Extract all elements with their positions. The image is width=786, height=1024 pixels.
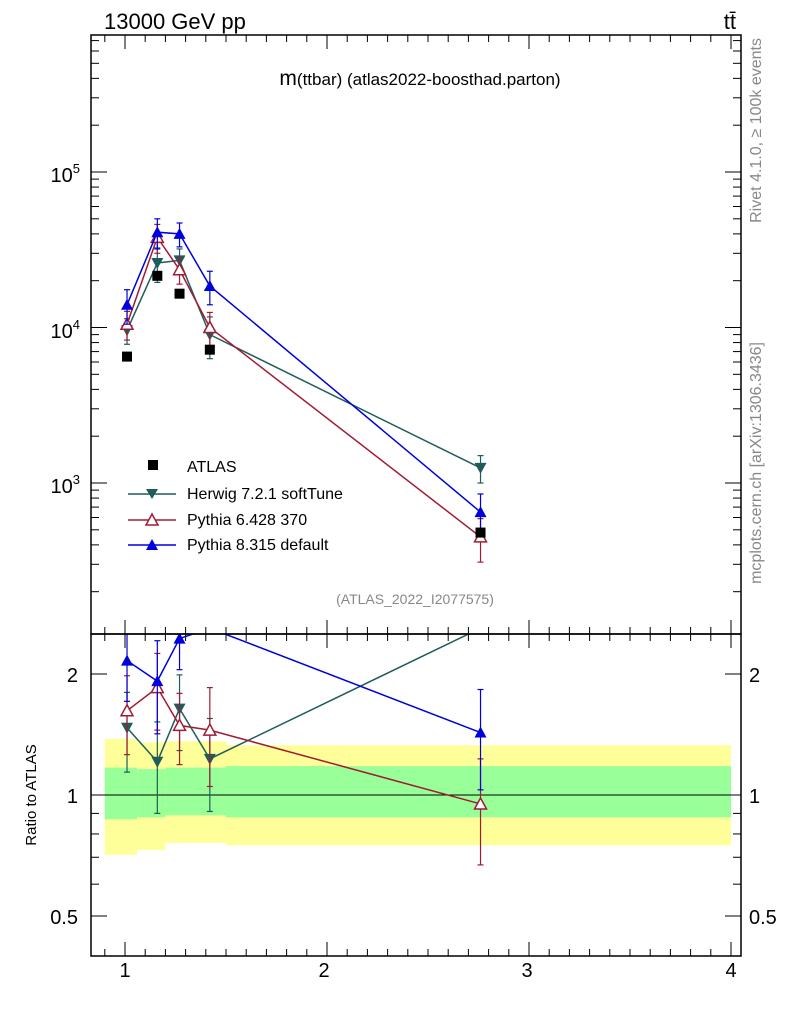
ratio-y-tick-1-left: 1 (67, 786, 78, 808)
y-tick-label-1e3-base: 10 (51, 476, 73, 498)
ratio-ticks (91, 634, 741, 956)
series-herwig (121, 247, 487, 484)
y-tick-label-1e4-base: 10 (51, 321, 73, 343)
legend-herwig-marker (146, 489, 158, 499)
legend-atlas-label: ATLAS (187, 459, 237, 476)
header-right: tt̄ (724, 9, 736, 34)
data-point-pythia6 (202, 319, 218, 334)
analysis-id: (ATLAS_2022_I2077575) (336, 591, 494, 607)
ratio-point-pythia8 (173, 634, 186, 644)
ratio-point-pythia8 (121, 654, 134, 666)
ratio-point-herwig (151, 756, 164, 768)
ratio-series (119, 634, 488, 866)
ratio-band-inner (104, 767, 138, 820)
data-point-pythia8 (203, 279, 216, 291)
ratio-band-inner (137, 769, 166, 818)
legend-pythia8-label: Pythia 8.315 default (187, 537, 329, 554)
data-point-atlas (475, 527, 486, 538)
series-pythia8 (121, 218, 487, 538)
data-point-atlas (122, 351, 133, 362)
ratio-series-clipped (119, 634, 488, 866)
data-point-pythia6 (172, 262, 187, 276)
legend: ATLAS Herwig 7.2.1 softTune Pythia 6.428… (128, 459, 343, 554)
ratio-bands (104, 738, 731, 855)
data-point-atlas (174, 288, 185, 299)
main-ticks (91, 35, 741, 634)
x-tick-label-1: 1 (119, 960, 130, 982)
ratio-frame (90, 633, 742, 957)
plot-title: m(ttbar) (atlas2022-boosthad.parton) (279, 67, 560, 90)
data-point-atlas (204, 344, 215, 355)
x-tick-label-3: 3 (521, 960, 532, 982)
ratio-y-tick-05-right: 0.5 (749, 907, 777, 929)
y-tick-label-1e3: 103 (51, 472, 80, 498)
data-point-pythia8 (151, 226, 164, 238)
header-left: 13000 GeV pp (104, 9, 246, 34)
ratio-point-pythia6 (119, 703, 135, 717)
x-tick-label-4: 4 (725, 960, 736, 982)
ratio-point-pythia8 (151, 675, 164, 687)
data-point-pythia8 (474, 506, 487, 518)
plot-title-sub: (ttbar) (atlas2022-boosthad.parton) (297, 70, 561, 89)
ratio-y-tick-2-left: 2 (67, 665, 78, 687)
ratio-series-pythia8 (121, 634, 487, 791)
ratio-point-pythia8 (474, 726, 487, 738)
y-tick-label-1e5-exp: 5 (73, 161, 80, 176)
data-point-pythia8 (121, 298, 134, 310)
main-series (119, 218, 488, 563)
y-tick-label-1e4: 104 (51, 317, 80, 343)
x-tick-label-2: 2 (318, 960, 329, 982)
rivet-label: Rivet 4.1.0, ≥ 100k events (748, 38, 765, 223)
ratio-panel: Ratio to ATLAS 2 1 0.5 2 1 0.5 1 2 3 4 (23, 633, 777, 982)
y-tick-label-1e5: 105 (51, 161, 80, 187)
legend-herwig-label: Herwig 7.2.1 softTune (187, 486, 343, 503)
legend-atlas-marker (148, 460, 158, 470)
data-point-herwig (151, 257, 164, 269)
series-atlas (122, 270, 486, 538)
y-tick-label-1e3-exp: 3 (73, 472, 80, 487)
ratio-point-pythia6 (172, 717, 187, 732)
legend-pythia6-marker (144, 512, 160, 526)
data-point-pythia8 (173, 227, 186, 239)
legend-pythia6-label: Pythia 6.428 370 (187, 512, 307, 529)
ratio-y-label: Ratio to ATLAS (23, 744, 40, 845)
mcplots-label: mcplots.cern.ch [arXiv:1306.3436] (748, 342, 765, 584)
plot-title-main: m (279, 67, 297, 90)
legend-pythia8-marker (146, 539, 158, 550)
data-point-herwig (474, 462, 487, 474)
ratio-point-pythia6 (473, 796, 488, 810)
ratio-y-tick-05-left: 0.5 (50, 907, 78, 929)
data-point-atlas (152, 270, 163, 281)
main-panel: m(ttbar) (atlas2022-boosthad.parton) (AT… (51, 34, 742, 635)
y-tick-label-1e5-base: 10 (51, 165, 73, 187)
ratio-y-tick-2-right: 2 (749, 665, 760, 687)
y-tick-label-1e4-exp: 4 (73, 317, 80, 332)
ratio-point-pythia6 (202, 722, 218, 736)
ratio-band-inner (165, 767, 226, 816)
ratio-y-tick-1-right: 1 (749, 786, 760, 808)
